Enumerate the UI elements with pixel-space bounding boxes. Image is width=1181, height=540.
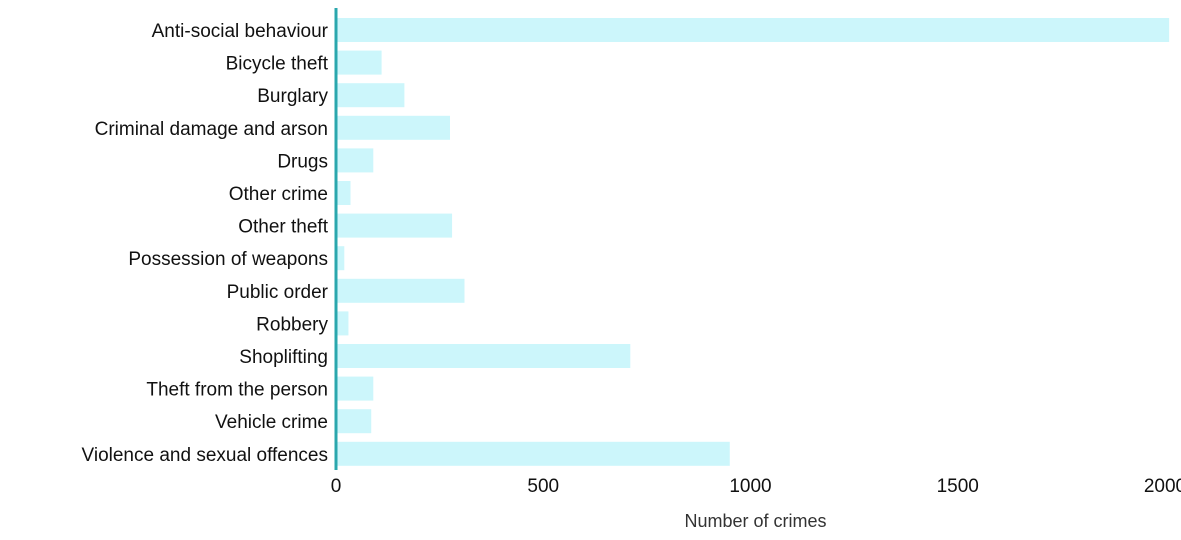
bar <box>336 18 1170 42</box>
x-tick-label: 2000 <box>1144 476 1181 497</box>
category-label: Anti-social behaviour <box>152 21 329 42</box>
x-tick-label: 0 <box>331 476 342 497</box>
bar <box>336 148 374 173</box>
bar <box>336 278 465 303</box>
bar <box>336 409 372 434</box>
bar <box>336 344 631 368</box>
category-label: Burglary <box>257 86 328 107</box>
category-label: Possession of weapons <box>128 249 328 270</box>
category-label: Theft from the person <box>146 380 328 401</box>
category-label: Drugs <box>277 151 328 172</box>
category-label: Vehicle crime <box>215 412 328 433</box>
bar <box>336 311 349 336</box>
category-label: Other crime <box>229 184 328 205</box>
bar <box>336 83 405 108</box>
x-axis-title: Number of crimes <box>684 511 826 531</box>
category-label: Shoplifting <box>239 347 328 368</box>
bar <box>336 441 730 466</box>
bars-layer <box>336 18 1170 466</box>
x-tick-label: 1000 <box>729 476 771 497</box>
category-labels: Anti-social behaviour Bicycle theft Burgla… <box>82 21 329 466</box>
category-label: Other theft <box>238 217 328 238</box>
x-tick-label: 500 <box>527 476 559 497</box>
bar <box>336 213 453 238</box>
category-label: Robbery <box>256 314 328 335</box>
category-label: Violence and sexual offences <box>82 445 328 466</box>
x-tick-labels: 0 500 1000 1500 2000 <box>331 476 1181 497</box>
bar <box>336 376 374 401</box>
category-label: Public order <box>227 282 329 303</box>
category-label: Criminal damage and arson <box>95 119 328 140</box>
bar <box>336 246 345 271</box>
bar <box>336 181 351 205</box>
bar <box>336 115 450 140</box>
x-tick-label: 1500 <box>937 476 979 497</box>
category-label: Bicycle theft <box>226 54 329 75</box>
bar <box>336 50 382 75</box>
